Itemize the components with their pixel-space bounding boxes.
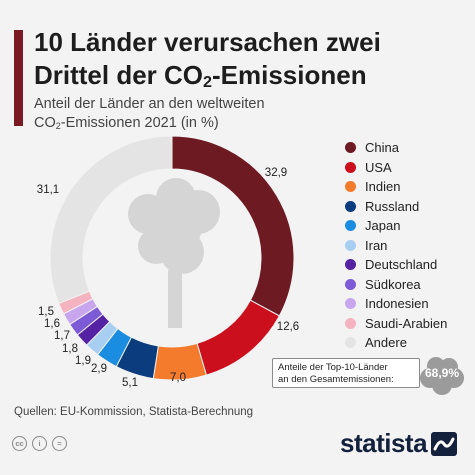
legend-item-indonesien: Indonesien xyxy=(345,294,475,314)
legend-label: Andere xyxy=(365,335,407,351)
value-label-andere: 31,1 xyxy=(37,184,59,196)
legend-item-indien: Indien xyxy=(345,177,475,197)
legend-swatch xyxy=(345,278,356,290)
cloud-icon xyxy=(420,357,464,395)
legend-item-usa: USA xyxy=(345,158,475,178)
chart-subtitle: Anteil der Länder an den weltweiten CO2-… xyxy=(34,95,454,136)
value-label-deutschland: 1,8 xyxy=(62,343,78,355)
slice-usa xyxy=(196,299,281,376)
value-label-japan: 2,9 xyxy=(91,363,107,375)
legend-item-iran: Iran xyxy=(345,236,475,256)
legend-swatch xyxy=(345,298,356,310)
value-label-russland: 5,1 xyxy=(122,377,138,389)
legend-item-saudi-arabien: Saudi-Arabien xyxy=(345,314,475,334)
legend-item-deutschland: Deutschland xyxy=(345,255,475,275)
legend-swatch xyxy=(345,200,356,212)
legend-swatch xyxy=(345,142,356,154)
legend-label: Russland xyxy=(365,198,420,214)
callout-value: 68,9% xyxy=(424,366,460,380)
callout-line-1: Anteile der Top-10-Länder xyxy=(278,362,388,373)
title-line-2: Drittel der CO2-Emissionen xyxy=(34,60,367,92)
legend-swatch xyxy=(345,239,356,251)
value-label-usa: 12,6 xyxy=(277,321,299,333)
legend-label: China xyxy=(365,140,399,156)
legend-swatch xyxy=(345,220,356,232)
value-label-indien: 7,0 xyxy=(170,372,186,384)
legend-swatch xyxy=(345,317,356,329)
legend-label: Saudi-Arabien xyxy=(365,315,448,331)
legend-swatch xyxy=(345,259,356,271)
legend-item-andere: Andere xyxy=(345,333,475,353)
no-derivatives-icon[interactable]: = xyxy=(52,436,67,451)
top10-callout: Anteile der Top-10-Länder an den Gesamte… xyxy=(272,358,420,388)
legend: China USA Indien Russland Japan Iran Deutschla… xyxy=(345,138,475,353)
title-line-1: 10 Länder verursachen zwei xyxy=(34,27,381,57)
value-label-iran: 1,9 xyxy=(75,355,91,367)
legend-item-russland: Russland xyxy=(345,197,475,217)
legend-label: Deutschland xyxy=(365,257,438,273)
slice-andere xyxy=(49,135,173,305)
value-label-indonesien: 1,6 xyxy=(44,318,60,330)
chart-title: 10 Länder verursachen zwei Drittel der C… xyxy=(34,26,464,99)
legend-label: USA xyxy=(365,159,392,175)
legend-label: Indonesien xyxy=(365,296,429,312)
subtitle-line-2: CO2-Emissionen 2021 (in %) xyxy=(34,115,219,131)
smokestack-cloud-icon xyxy=(128,178,220,328)
value-label-china: 32,9 xyxy=(265,167,287,179)
value-label-südkorea: 1,7 xyxy=(54,330,70,342)
legend-item-japan: Japan xyxy=(345,216,475,236)
value-label-saudi-arabien: 1,5 xyxy=(38,306,54,318)
statista-wave-icon xyxy=(431,431,458,456)
source-note: Quellen: EU-Kommission, Statista-Berechn… xyxy=(14,406,254,418)
legend-swatch xyxy=(345,337,356,349)
creative-commons-icon[interactable]: cc xyxy=(12,436,27,451)
legend-label: Iran xyxy=(365,237,388,253)
attribution-icon[interactable]: i xyxy=(32,436,47,451)
legend-item-südkorea: Südkorea xyxy=(345,275,475,295)
callout-line-2: an den Gesamtemissionen: xyxy=(278,374,394,385)
legend-label: Südkorea xyxy=(365,276,421,292)
legend-swatch xyxy=(345,181,356,193)
legend-label: Indien xyxy=(365,179,401,195)
license-icons: cc i = xyxy=(12,436,67,451)
legend-item-china: China xyxy=(345,138,475,158)
legend-swatch xyxy=(345,161,356,173)
brand-wordmark: statista xyxy=(340,428,428,458)
title-accent-bar xyxy=(14,30,23,126)
legend-label: Japan xyxy=(365,218,401,234)
statista-logo[interactable]: statista xyxy=(340,428,458,459)
subtitle-line-1: Anteil der Länder an den weltweiten xyxy=(34,96,265,112)
